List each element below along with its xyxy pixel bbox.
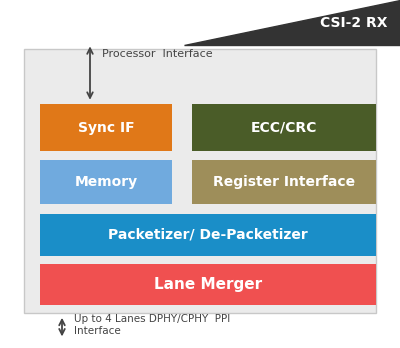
Bar [40,214,376,256]
Bar [40,160,172,204]
Text: Memory: Memory [74,175,138,189]
Text: Register Interface: Register Interface [213,175,355,189]
Bar [192,160,376,204]
Bar [192,104,376,151]
Text: Lane Merger: Lane Merger [154,277,262,292]
Text: Sync IF: Sync IF [78,121,134,135]
Text: CSI-2 RX: CSI-2 RX [320,16,388,30]
Text: Packetizer/ De-Packetizer: Packetizer/ De-Packetizer [108,228,308,242]
Text: ECC/CRC: ECC/CRC [251,121,317,135]
Bar [40,264,376,304]
Text: Up to 4 Lanes DPHY/CPHY  PPI: Up to 4 Lanes DPHY/CPHY PPI [74,315,230,324]
Bar [40,104,172,151]
Text: Interface: Interface [74,326,121,335]
Bar [24,49,376,313]
Polygon shape [184,0,400,45]
Text: Processor  Interface: Processor Interface [102,49,213,59]
